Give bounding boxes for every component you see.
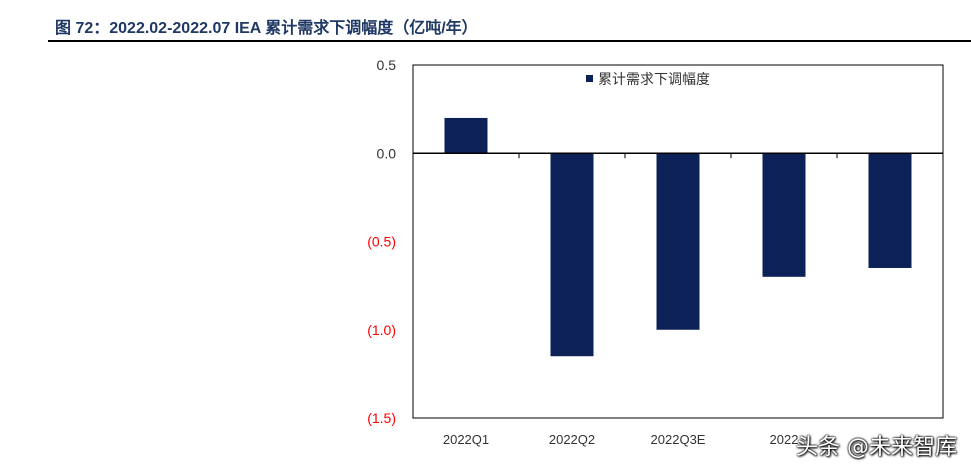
y-tick-label: 0.0 bbox=[377, 145, 397, 161]
x-tick-label: 2022 bbox=[770, 432, 799, 447]
bar-series bbox=[444, 117, 912, 357]
legend-swatch bbox=[586, 75, 593, 82]
x-tick-label: 2022Q1 bbox=[443, 432, 489, 447]
legend: 累计需求下调幅度 bbox=[586, 72, 710, 88]
y-tick-label: 0.5 bbox=[377, 57, 397, 73]
x-axis-ticks bbox=[518, 153, 838, 159]
x-tick-label: 2022Q2 bbox=[549, 432, 595, 447]
bar-2022Q2 bbox=[550, 153, 594, 357]
y-axis-ticks: 0.5 0.0 (0.5) (1.0) (1.5) bbox=[367, 57, 396, 426]
title-divider bbox=[48, 40, 971, 42]
x-tick-label: 2022Q3E bbox=[651, 432, 706, 447]
bar-2023E bbox=[868, 153, 912, 268]
plot-area-frame bbox=[412, 64, 944, 419]
figure-title: 图 72：2022.02-2022.07 IEA 累计需求下调幅度（亿吨/年） bbox=[55, 20, 478, 37]
legend-label: 累计需求下调幅度 bbox=[598, 72, 710, 88]
bar-2022Q4E bbox=[762, 153, 806, 277]
bar-2022Q1 bbox=[444, 117, 488, 154]
y-tick-label: (1.5) bbox=[367, 410, 396, 426]
x-axis-labels: 2022Q1 2022Q2 2022Q3E 2022 bbox=[443, 432, 799, 447]
bar-2022Q3E bbox=[656, 153, 700, 330]
y-tick-label: (1.0) bbox=[367, 322, 396, 338]
watermark: 头条 @未来智库 bbox=[796, 435, 957, 460]
y-tick-label: (0.5) bbox=[367, 234, 396, 250]
